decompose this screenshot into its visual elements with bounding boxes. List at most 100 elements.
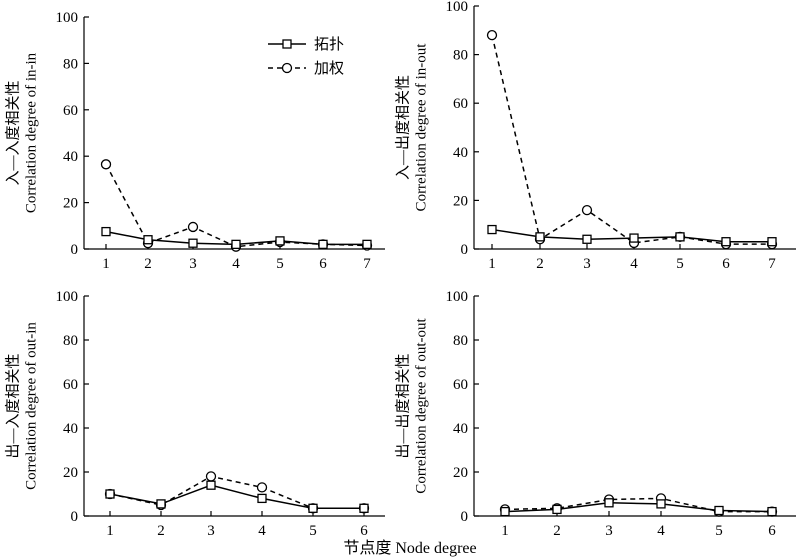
x-tick-label: 2: [553, 523, 561, 539]
data-point-square: [143, 235, 153, 245]
chart-panel-2: 0 20 40 60 80 100 1 2 3 4 5 6 7 入—出度相关性 Correlation de…: [394, 0, 796, 272]
y-tick-label: 60: [63, 103, 78, 119]
y-axis-label-en: Correlation degree of in-in: [23, 52, 39, 213]
chart-panel-4: 0 20 40 60 80 100 1 2 3 4 5 6 出—出度相关性 Correlation deg…: [394, 289, 796, 539]
y-axis-label-cn: 出—出度相关性: [394, 353, 411, 458]
y-tick-label: 100: [446, 0, 469, 15]
series-line-拓扑: [504, 502, 773, 513]
data-point-square: [101, 226, 111, 237]
y-tick-label: 40: [453, 421, 468, 437]
x-tick-label: 1: [488, 256, 496, 272]
x-tick-label: 1: [501, 523, 509, 539]
x-tick-label: 3: [189, 256, 197, 272]
data-point-square: [675, 232, 685, 242]
x-tick-label: 4: [657, 523, 665, 539]
data-point-circle: [486, 30, 498, 41]
x-axis-label: 节点度 Node degree: [343, 539, 476, 557]
data-point-square: [156, 499, 166, 509]
data-point-square: [206, 480, 216, 490]
x-tick-label: 1: [102, 256, 110, 272]
y-axis-label-cn: 出—入度相关性: [4, 353, 21, 458]
legend-label-weighted: 加权: [314, 59, 344, 77]
data-point-square: [767, 506, 777, 517]
x-tick-label: 6: [360, 523, 368, 539]
x-tick-label: 2: [144, 256, 152, 272]
y-tick-label: 60: [63, 377, 78, 393]
y-tick-label: 20: [453, 465, 468, 481]
x-tick-label: 2: [157, 523, 165, 539]
data-point-square: [275, 236, 285, 246]
y-tick-label: 0: [461, 509, 469, 525]
y-tick-label: 40: [453, 145, 468, 161]
y-tick-label: 60: [453, 377, 468, 393]
y-tick-label: 100: [56, 289, 79, 305]
y-tick-label: 100: [446, 289, 469, 305]
x-tick-label: 5: [309, 523, 317, 539]
y-tick-label: 100: [56, 10, 79, 26]
data-point-square: [714, 505, 724, 516]
data-point-square: [629, 233, 639, 243]
y-tick-label: 40: [63, 421, 78, 437]
data-point-square: [487, 224, 497, 235]
series-line-加权: [504, 497, 772, 513]
data-point-square: [500, 506, 510, 517]
x-tick-label: 1: [106, 523, 114, 539]
y-axis-label-cn: 入—入度相关性: [4, 80, 21, 185]
data-point-square: [582, 234, 592, 244]
series-line-拓扑: [109, 484, 364, 510]
legend-marker-square: [282, 39, 292, 49]
x-tick-label: 3: [583, 256, 591, 272]
y-axis-label-en: Correlation degree of in-out: [413, 43, 429, 212]
y-tick-label: 0: [71, 509, 79, 525]
data-point-circle: [187, 221, 199, 233]
x-tick-label: 4: [630, 256, 638, 272]
y-tick-label: 80: [63, 333, 78, 349]
data-point-square: [231, 239, 241, 250]
data-point-circle: [205, 471, 217, 482]
data-point-square: [604, 498, 614, 508]
y-tick-label: 20: [453, 193, 468, 209]
series-line-加权: [105, 163, 368, 248]
x-tick-label: 7: [363, 256, 371, 272]
y-tick-label: 40: [63, 149, 78, 165]
x-tick-label: 7: [768, 256, 776, 272]
data-point-square: [656, 499, 666, 509]
x-tick-label: 6: [768, 523, 776, 539]
y-axis-label-en: Correlation degree of out-out: [413, 317, 429, 493]
legend-marker-circle: [281, 62, 293, 74]
y-tick-label: 80: [63, 56, 78, 72]
data-point-square: [188, 238, 198, 248]
x-tick-label: 6: [319, 256, 327, 272]
data-point-square: [362, 239, 372, 250]
y-axis-label-cn: 入—出度相关性: [394, 75, 411, 180]
x-tick-label: 3: [605, 523, 613, 539]
y-tick-label: 60: [453, 96, 468, 112]
y-tick-label: 80: [453, 48, 468, 64]
y-tick-label: 20: [63, 465, 78, 481]
series-line-加权: [491, 34, 772, 245]
legend-label-topology: 拓扑: [314, 35, 344, 53]
data-point-square: [552, 504, 562, 515]
x-tick-label: 5: [676, 256, 684, 272]
x-tick-label: 6: [722, 256, 730, 272]
data-point-square: [767, 237, 777, 247]
y-tick-label: 0: [71, 242, 79, 258]
data-point-square: [257, 493, 267, 504]
x-tick-label: 4: [232, 256, 240, 272]
data-point-square: [535, 232, 545, 242]
data-point-square: [359, 503, 369, 513]
y-tick-label: 80: [453, 333, 468, 349]
x-tick-label: 4: [258, 523, 266, 539]
data-point-square: [318, 239, 328, 250]
data-point-circle: [100, 159, 112, 170]
y-tick-label: 0: [461, 242, 469, 258]
data-point-circle: [581, 204, 593, 216]
data-point-square: [105, 489, 115, 499]
data-point-circle: [256, 482, 268, 493]
x-tick-label: 2: [536, 256, 544, 272]
x-tick-label: 5: [276, 256, 284, 272]
y-axis-label-en: Correlation degree of out-in: [23, 322, 39, 490]
data-point-square: [308, 503, 318, 513]
